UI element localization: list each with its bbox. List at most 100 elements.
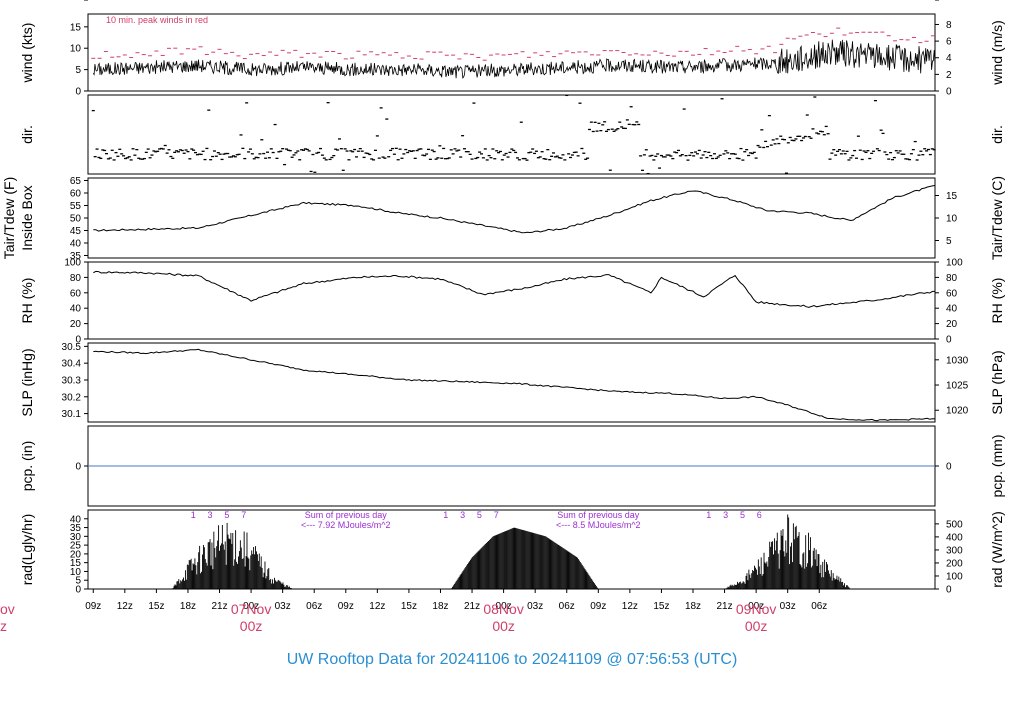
x-tick-label: 06z [306, 601, 322, 612]
radiation-summary-line2: <--- 7.92 MJoules/m^2 [301, 520, 391, 530]
y-axis-label-left: SLP (inHg) [19, 348, 35, 416]
y-axis-label-left: RH (%) [19, 278, 35, 324]
left-tick-label: 50 [70, 214, 82, 225]
left-tick-label: N [74, 0, 81, 3]
y-axis-label-left: dir. [19, 125, 35, 144]
right-tick-label: 20 [946, 319, 958, 330]
left-tick-label: 30.1 [62, 409, 82, 420]
y-axis-label-right: SLP (hPa) [989, 350, 1005, 414]
left-tick-label: 35 [70, 523, 82, 534]
series-line-wind [92, 39, 936, 79]
left-tick-label: 15 [70, 558, 82, 569]
left-tick-label: 0 [75, 462, 81, 473]
series-line-temp [93, 185, 936, 234]
left-tick-label: W [72, 0, 82, 3]
date-label-hour: 00z [745, 618, 768, 634]
right-tick-label: N [946, 0, 953, 3]
y-axis-label-right: pcp. (mm) [989, 435, 1005, 498]
left-tick-label: E [74, 0, 81, 3]
right-tick-label: 400 [946, 532, 963, 543]
day-marker-label: 1 [443, 510, 448, 520]
chart-title: UW Rooftop Data for 20241106 to 20241109… [287, 651, 738, 668]
y-axis-label-right: RH (%) [989, 278, 1005, 324]
x-tick-label: 03z [275, 601, 291, 612]
x-tick-label: 18z [180, 601, 196, 612]
y-axis-label-right: Tair/Tdew (C) [989, 176, 1005, 260]
left-tick-label: 15 [70, 22, 82, 33]
right-tick-label: 8 [946, 20, 952, 31]
y-axis-label-right: wind (m/s) [989, 20, 1005, 86]
right-tick-label: 2 [946, 70, 952, 81]
day-marker-label: 7 [241, 510, 246, 520]
day-marker-label: 1 [191, 510, 196, 520]
x-tick-label: 00z [243, 601, 259, 612]
x-tick-label: 06z [811, 601, 827, 612]
left-tick-label: 10 [70, 44, 82, 55]
series-line-rh [93, 270, 935, 308]
left-tick-label: 25 [70, 541, 82, 552]
x-tick-label: 21z [211, 601, 227, 612]
left-tick-label: 100 [64, 258, 81, 269]
left-tick-label: 30.5 [62, 342, 82, 353]
right-tick-label: S [946, 0, 953, 3]
y-axis-label-left: rad(Lgly/hr) [19, 514, 35, 586]
right-tick-label: 10 [946, 214, 958, 225]
right-tick-label: 200 [946, 558, 963, 569]
left-tick-label: 0 [75, 335, 81, 346]
y-axis-label-right: dir. [989, 125, 1005, 144]
radiation-summary-line2: <--- 8.5 MJoules/m^2 [556, 520, 641, 530]
day-marker-label: 1 [706, 510, 711, 520]
date-label-day: 07Nov [231, 601, 271, 617]
left-tick-label: N [74, 0, 81, 3]
series-line-slp [93, 348, 936, 422]
right-tick-label: 300 [946, 545, 963, 556]
left-tick-label: 30.3 [62, 375, 82, 386]
left-tick-label: 5 [75, 65, 81, 76]
left-tick-label: 40 [70, 304, 82, 315]
left-tick-label: 35 [70, 251, 82, 262]
right-tick-label: 6 [946, 37, 952, 48]
x-tick-label: 06z [559, 601, 575, 612]
right-tick-label: 0 [946, 87, 952, 98]
right-tick-label: N [946, 0, 953, 3]
left-tick-label: 0 [75, 585, 81, 596]
left-tick-label: 5 [75, 576, 81, 587]
date-label-hour: 00z [240, 618, 263, 634]
left-tick-label: 0 [75, 87, 81, 98]
day-marker-label: 5 [477, 510, 482, 520]
left-tick-label: 20 [70, 549, 82, 560]
radiation-summary-line1: Sum of previous day [557, 510, 640, 520]
right-tick-label: 60 [946, 288, 958, 299]
day-marker-label: 5 [224, 510, 229, 520]
left-tick-label: 40 [70, 239, 82, 250]
date-label-hour: 00z [492, 618, 515, 634]
left-tick-label: 60 [70, 189, 82, 200]
panel-frame-wind [87, 13, 936, 92]
x-tick-label: 12z [369, 601, 385, 612]
day-marker-label: 5 [740, 510, 745, 520]
left-tick-label: 80 [70, 273, 82, 284]
y-axis-label-right: rad (W/m^2) [989, 511, 1005, 588]
right-tick-label: 0 [946, 462, 952, 473]
right-tick-label: 1025 [946, 381, 969, 392]
date-label-day: 08Nov [483, 601, 523, 617]
right-tick-label: 100 [946, 258, 963, 269]
x-tick-label: 12z [622, 601, 638, 612]
x-tick-label: 09z [85, 601, 101, 612]
right-tick-label: 40 [946, 304, 958, 315]
date-label-day: ov [0, 601, 15, 617]
panel-frame-slp [87, 342, 936, 423]
left-tick-label: 10 [70, 567, 82, 578]
day-marker-label: 6 [757, 510, 762, 520]
x-tick-label: 18z [685, 601, 701, 612]
left-tick-label: 60 [70, 288, 82, 299]
panel-frame-rh [87, 261, 936, 340]
y-axis-label-left-2: Inside Box [19, 185, 35, 250]
x-tick-label: 15z [148, 601, 164, 612]
wind-annotation: 10 min. peak winds in red [106, 15, 208, 25]
x-tick-label: 00z [748, 601, 764, 612]
right-tick-label: 1030 [946, 355, 969, 366]
date-label-day: 09Nov [736, 601, 776, 617]
y-axis-label-left: Tair/Tdew (F) [1, 177, 17, 259]
